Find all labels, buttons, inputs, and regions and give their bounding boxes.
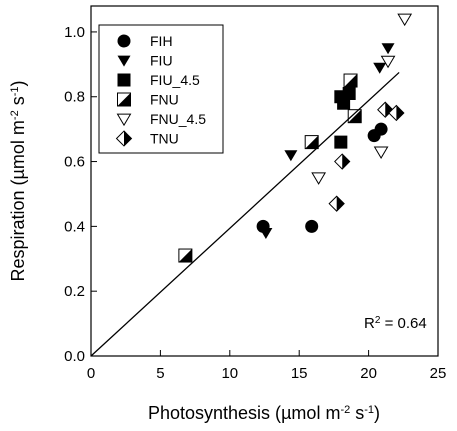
legend-label: TNU [150, 131, 179, 147]
data-point [304, 135, 319, 150]
data-point [342, 87, 356, 100]
data-point [305, 219, 319, 233]
data-point [380, 55, 396, 69]
legend-marker [117, 55, 131, 67]
x-tick-label: 20 [360, 365, 377, 382]
legend-marker [117, 92, 131, 107]
data-point [373, 62, 387, 74]
data-point [388, 104, 405, 122]
data-point [347, 109, 362, 124]
y-tick-label: 0.2 [64, 283, 85, 300]
data-point [334, 153, 351, 170]
x-tick-label: 15 [291, 365, 308, 382]
data-point [397, 13, 413, 27]
data-point [334, 135, 348, 149]
data-point [328, 195, 345, 212]
data-point [343, 73, 358, 88]
y-tick-label: 0.4 [64, 218, 85, 235]
legend-label: FNU_4.5 [150, 111, 206, 127]
data-point [284, 150, 298, 162]
legend-items: FIH FIU FIU_4.5 FNU FNU_4.5 TNU [115, 33, 206, 147]
x-tick-label: 0 [87, 365, 95, 382]
y-tick-label: 0.0 [64, 348, 85, 365]
r-squared-annotation: R2 = 0.64 [364, 315, 427, 333]
x-tick-label: 25 [430, 365, 447, 382]
data-point [311, 172, 327, 185]
legend-marker [115, 130, 133, 147]
legend-label: FNU [150, 92, 179, 108]
legend: FIH FIU FIU_4.5 FNU FNU_4.5 TNU [98, 24, 224, 154]
plot-frame [90, 5, 439, 357]
data-point [259, 227, 273, 240]
legend-box [98, 24, 224, 154]
data-point [373, 146, 389, 159]
y-tick-label: 1.0 [64, 24, 85, 41]
legend-label: FIU [150, 53, 173, 69]
legend-label: FIH [150, 33, 173, 49]
ticks-layer: 0 5 10 15 20 25 0.0 0.2 0.4 0.6 0.8 1.0 [64, 24, 446, 382]
x-tick-label: 10 [221, 365, 238, 382]
data-point [178, 248, 193, 263]
regression-line [90, 71, 400, 357]
legend-marker [117, 34, 131, 48]
legend-marker [116, 113, 132, 127]
y-tick-label: 0.8 [64, 89, 85, 106]
y-tick-label: 0.6 [64, 154, 85, 171]
y-axis-title: Respiration (µmol m-2 s-1) [8, 81, 28, 282]
data-point [377, 101, 394, 118]
x-tick-label: 5 [156, 365, 164, 382]
x-axis-title: Photosynthesis (µmol m-2 s-1) [148, 403, 380, 423]
legend-label: FIU_4.5 [150, 72, 200, 88]
data-point [381, 43, 395, 55]
legend-marker [117, 73, 131, 87]
data-point [374, 122, 388, 136]
points-layer [178, 13, 413, 263]
